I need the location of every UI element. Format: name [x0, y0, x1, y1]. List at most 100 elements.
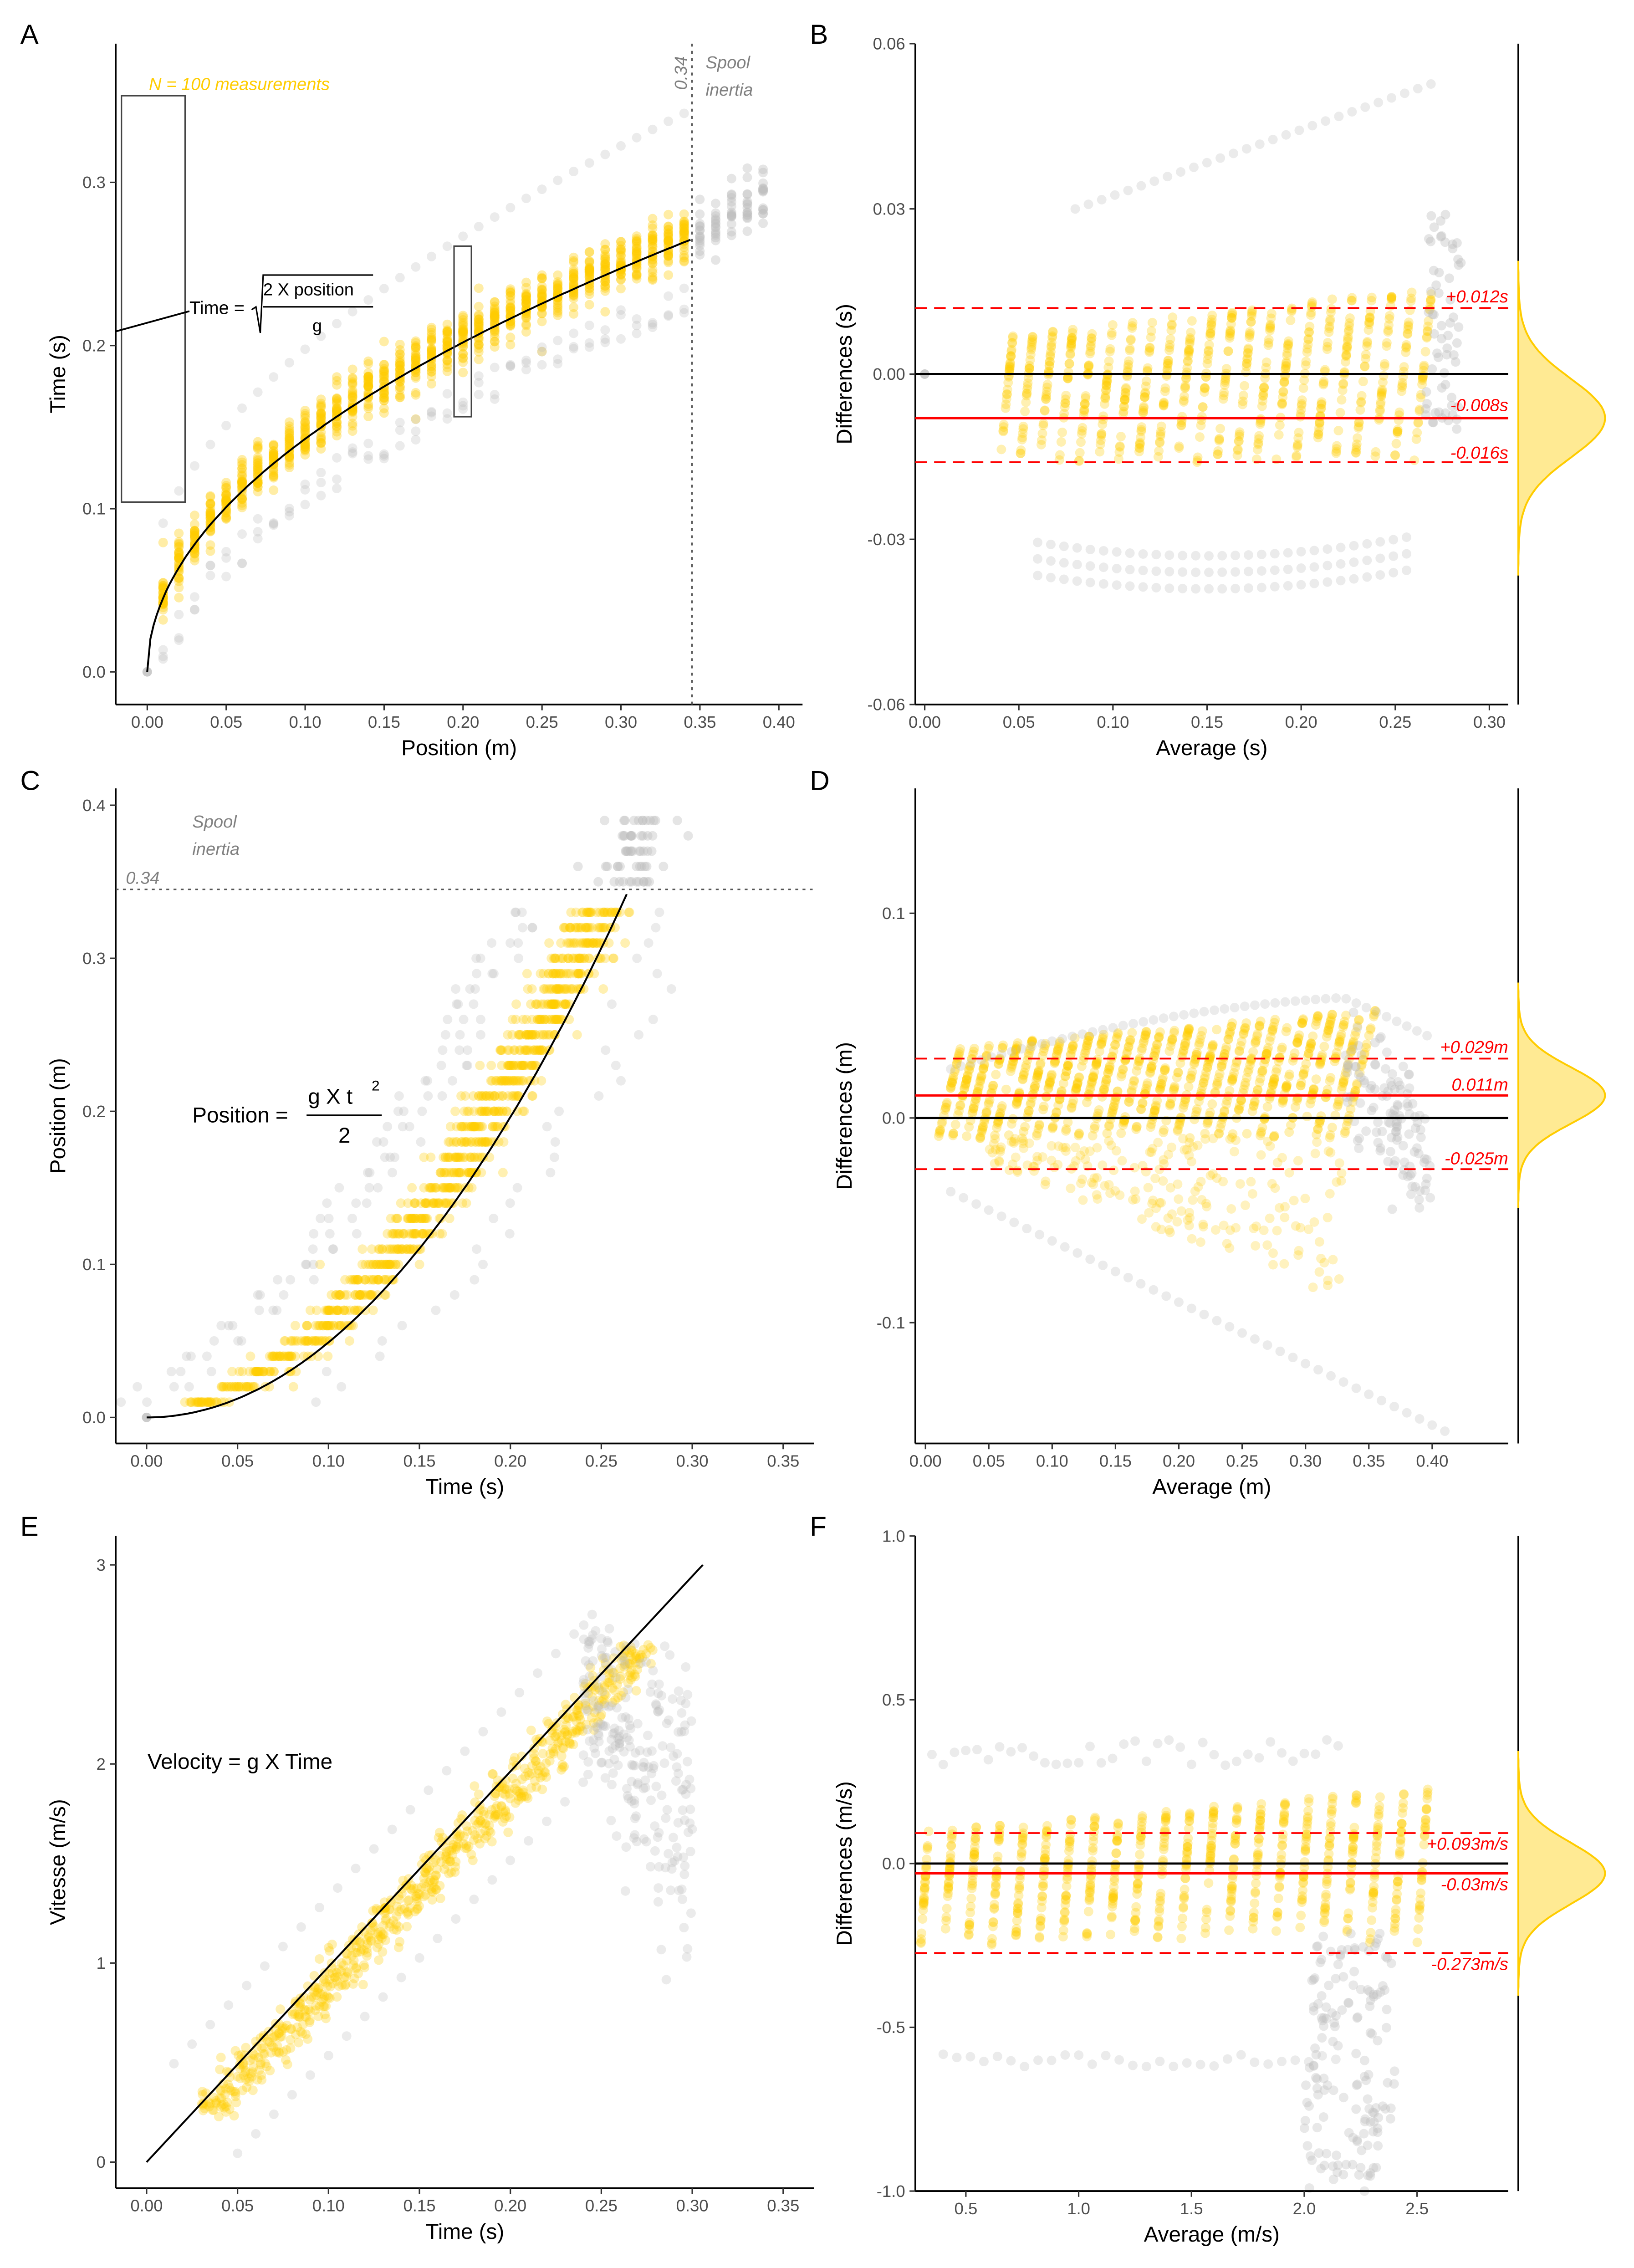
data-point: [1220, 1004, 1230, 1014]
data-point: [1326, 1371, 1336, 1381]
data-point: [1141, 2062, 1151, 2072]
data-point: [1202, 158, 1212, 168]
data-point: [1277, 1098, 1287, 1108]
data-point: [1037, 429, 1047, 439]
data-point: [1185, 1808, 1195, 1818]
data-point: [1037, 1039, 1047, 1049]
data-point: [1129, 1926, 1139, 1936]
data-point: [1098, 579, 1108, 589]
data-point: [1098, 1025, 1108, 1035]
data-point: [458, 349, 468, 359]
data-point: [1130, 1736, 1140, 1746]
data-point: [158, 651, 168, 661]
data-point: [316, 414, 326, 424]
data-point: [253, 514, 263, 524]
data-point: [521, 194, 531, 204]
data-point: [1398, 1141, 1408, 1151]
data-point: [1095, 439, 1105, 450]
data-point: [648, 241, 658, 251]
data-point: [1306, 307, 1316, 317]
data-point: [1057, 1034, 1067, 1044]
data-point: [1439, 368, 1449, 378]
data-point: [1067, 1032, 1077, 1042]
data-point: [1027, 332, 1037, 342]
data-point: [1001, 1084, 1011, 1094]
data-point: [1452, 424, 1462, 434]
data-point: [965, 2052, 975, 2062]
data-point: [1107, 1913, 1117, 1923]
data-point: [1177, 1921, 1187, 1931]
data-point: [332, 405, 342, 415]
data-point: [1019, 1143, 1029, 1153]
data-point: [395, 418, 405, 428]
data-point: [1325, 1133, 1335, 1143]
data-point: [186, 1397, 196, 1407]
data-point: [1123, 1272, 1133, 1282]
data-point: [1363, 2140, 1373, 2151]
data-point: [1264, 335, 1274, 345]
data-point: [397, 1321, 407, 1331]
data-point: [1191, 551, 1201, 561]
data-point: [945, 1849, 955, 1859]
data-point: [1277, 1748, 1287, 1758]
data-point: [537, 274, 547, 284]
data-point: [1256, 1017, 1266, 1027]
data-point: [1267, 1179, 1277, 1189]
data-point: [221, 481, 231, 491]
data-point: [1389, 1926, 1399, 1936]
data-point: [979, 1063, 989, 1073]
data-point: [1185, 1213, 1195, 1223]
data-point: [237, 503, 247, 512]
data-point: [347, 385, 357, 395]
data-point: [1359, 2055, 1369, 2065]
data-point: [1383, 325, 1393, 335]
data-point: [569, 252, 579, 262]
data-point: [442, 325, 452, 335]
data-point: [380, 1275, 390, 1285]
data-point: [1326, 1946, 1336, 1956]
data-point: [1365, 2001, 1375, 2011]
data-point: [1215, 153, 1226, 163]
data-point: [1249, 1912, 1259, 1922]
data-point: [1242, 353, 1252, 363]
data-point: [316, 409, 326, 419]
data-point: [1174, 1194, 1184, 1204]
data-point: [1277, 2057, 1287, 2067]
data-point: [1006, 346, 1016, 356]
data-point: [1209, 1808, 1219, 1818]
data-point: [116, 1397, 126, 1407]
data-point: [411, 341, 421, 351]
data-point: [1180, 1097, 1190, 1107]
data-point: [1078, 1195, 1088, 1205]
data-point: [1445, 273, 1455, 283]
data-point: [1006, 1137, 1016, 1147]
data-point: [174, 552, 184, 562]
data-point: [1125, 565, 1135, 575]
data-point: [158, 582, 168, 592]
data-point: [1108, 1889, 1118, 1899]
data-point: [1302, 2141, 1312, 2151]
data-point: [442, 363, 452, 373]
data-point: [1362, 539, 1372, 549]
data-point: [325, 1229, 335, 1239]
data-point: [969, 1103, 979, 1114]
data-point: [1270, 582, 1280, 592]
data-point: [1319, 2161, 1329, 2171]
data-point: [1074, 2050, 1084, 2060]
data-point: [474, 222, 484, 232]
data-point: [1312, 2123, 1322, 2133]
data-point: [1299, 1748, 1309, 1758]
data-point: [1274, 430, 1284, 440]
data-point: [1107, 328, 1117, 338]
data-point: [1272, 1158, 1282, 1168]
data-point: [1174, 1119, 1185, 1129]
data-point: [1072, 560, 1082, 570]
data-point: [1375, 570, 1385, 580]
data-point: [332, 453, 342, 463]
data-point: [758, 184, 768, 194]
data-point: [363, 382, 373, 392]
data-point: [549, 1152, 559, 1162]
data-point: [987, 1083, 997, 1093]
data-point: [347, 426, 357, 436]
data-point: [1178, 583, 1188, 593]
